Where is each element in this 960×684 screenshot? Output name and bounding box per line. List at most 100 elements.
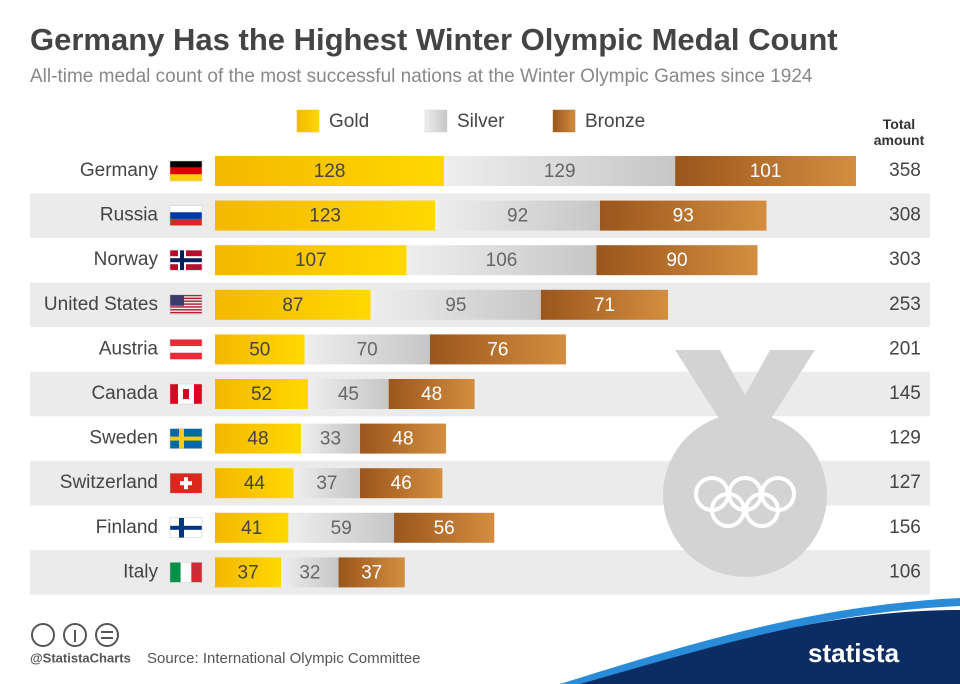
category-label: Sweden — [89, 428, 158, 449]
data-label: 70 — [357, 339, 378, 360]
bar-segment — [360, 468, 443, 499]
flag — [169, 517, 203, 539]
data-label: 46 — [391, 473, 412, 494]
bar-segment — [215, 156, 445, 186]
data-label: 87 — [282, 295, 303, 316]
flag-part — [180, 481, 192, 486]
bar-segment — [388, 379, 475, 409]
data-label: 92 — [507, 206, 528, 227]
flag-part — [170, 205, 202, 213]
total-label: 253 — [889, 294, 921, 315]
bar-segment — [675, 156, 856, 186]
legend-label: Bronze — [585, 111, 645, 132]
flag — [169, 428, 203, 449]
legend-label: Silver — [457, 111, 505, 132]
flag — [169, 249, 203, 271]
flag-part — [170, 218, 202, 226]
license-icons — [31, 623, 119, 647]
flag-part — [170, 300, 202, 302]
data-label: 50 — [249, 339, 270, 360]
data-label: 123 — [309, 206, 341, 227]
bar-segment — [300, 423, 361, 454]
category-label: Italy — [123, 561, 158, 582]
flag — [169, 160, 203, 182]
flag-part — [170, 294, 184, 306]
bar-segment — [370, 289, 541, 320]
bar-segment — [215, 468, 294, 499]
category-label: United States — [44, 294, 158, 315]
category-label: Switzerland — [60, 472, 158, 493]
brand-logo: statista — [808, 638, 900, 668]
data-label: 37 — [361, 562, 382, 583]
bar-segment — [281, 557, 339, 588]
legend-swatch — [296, 109, 320, 133]
data-label: 52 — [251, 384, 272, 405]
flag-part — [170, 212, 202, 219]
bar-segment — [215, 379, 309, 409]
data-label: 128 — [314, 161, 346, 182]
flag — [169, 205, 203, 226]
flag-part — [170, 562, 181, 583]
flag-part — [170, 311, 202, 314]
bar-segment — [596, 245, 758, 276]
data-label: 44 — [244, 473, 266, 494]
flag — [169, 339, 203, 360]
bar-segment — [215, 557, 282, 588]
total-label: 156 — [889, 517, 921, 538]
total-label: 129 — [889, 428, 921, 449]
data-label: 71 — [594, 295, 615, 316]
flag — [169, 562, 203, 583]
total-header: Total amount — [873, 116, 925, 148]
flag-border — [169, 294, 203, 316]
flag-part — [180, 562, 192, 583]
legend-swatch — [424, 109, 448, 133]
flag-part — [170, 303, 202, 305]
category-label: Norway — [94, 249, 159, 270]
category-label: Canada — [91, 383, 158, 404]
bar-segment — [293, 468, 361, 499]
data-label: 37 — [238, 562, 259, 583]
flag — [169, 294, 203, 316]
category-label: Austria — [99, 338, 159, 359]
flag — [169, 472, 203, 494]
footer-source: Source: International Olympic Committee — [147, 650, 420, 667]
data-label: 33 — [320, 429, 341, 450]
chart-subtitle: All-time medal count of the most success… — [30, 66, 813, 87]
bar-segment — [215, 512, 289, 543]
plot: Gold Silver Bronze Germany 128 129 101 358 Russi… — [44, 109, 921, 588]
bar-segment — [599, 200, 767, 231]
data-label: 107 — [295, 250, 327, 271]
data-label: 106 — [486, 250, 518, 271]
flag-part — [170, 346, 202, 353]
data-label: 129 — [544, 161, 576, 182]
total-label: 358 — [889, 160, 921, 181]
data-label: 59 — [331, 518, 352, 539]
flag-border — [169, 472, 203, 494]
flag-border — [169, 339, 203, 360]
flag-part — [170, 309, 202, 311]
bar-segment — [215, 334, 305, 365]
flag-part — [170, 161, 202, 168]
flag-part — [170, 436, 202, 441]
data-label: 48 — [421, 384, 442, 405]
flag-border — [169, 249, 203, 271]
bar-segment — [215, 289, 371, 320]
flag-border — [169, 160, 203, 182]
footer-swoosh-accent — [560, 598, 960, 684]
bar-segment — [429, 334, 566, 365]
flag-part — [191, 562, 202, 583]
bar-segment — [394, 512, 495, 543]
flag-border — [169, 428, 203, 449]
bar-segment — [308, 379, 389, 409]
category-label: Germany — [80, 160, 159, 181]
flag-border — [169, 517, 203, 539]
bar-segment — [215, 245, 407, 276]
footer-swoosh — [560, 610, 960, 684]
flag-border — [169, 205, 203, 226]
data-label: 48 — [247, 429, 268, 450]
legend-label: Gold — [329, 111, 369, 132]
bar-segment — [540, 289, 668, 320]
bar-segment — [435, 200, 600, 231]
flag-border — [169, 383, 203, 405]
